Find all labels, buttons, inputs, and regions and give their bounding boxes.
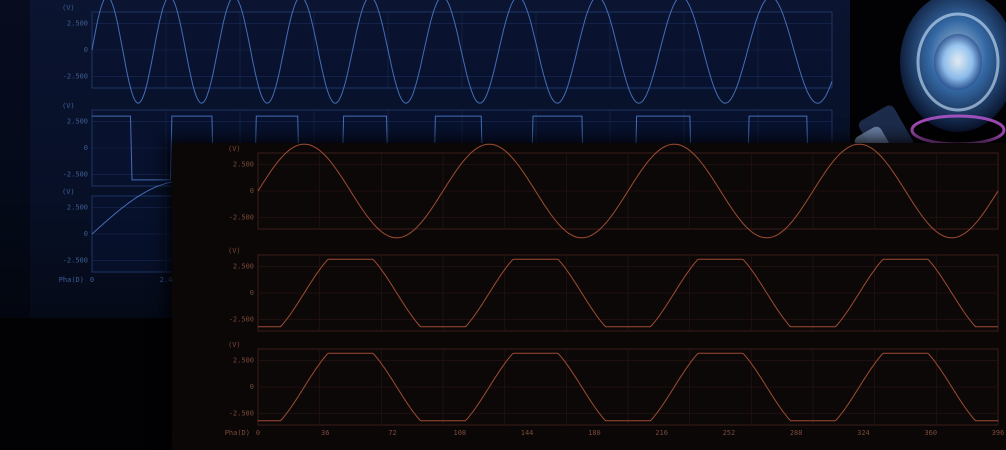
panel-shadow — [0, 0, 30, 318]
y-tick-label: -2.500 — [229, 214, 254, 222]
y-tick-label: -2.500 — [63, 171, 88, 179]
x-tick-label: 288 — [790, 429, 803, 437]
y-tick-label: 2.500 — [233, 262, 254, 270]
y-tick-label: 0 — [250, 383, 254, 391]
waveform-series-1 — [91, 0, 833, 104]
x-tick-label: 72 — [388, 429, 396, 437]
y-tick-label: 0 — [84, 144, 88, 152]
y-tick-label: 0 — [84, 46, 88, 54]
x-axis-label: Pha(D) — [225, 429, 250, 437]
y-unit-label: (V) — [228, 145, 241, 153]
x-axis-label: Pha(D) — [59, 276, 84, 284]
x-tick-label: 180 — [588, 429, 601, 437]
y-tick-label: -2.500 — [63, 257, 88, 265]
y-tick-label: 2.500 — [67, 117, 88, 125]
x-axis: Pha(D) 0 2.4 — [59, 276, 173, 284]
x-tick-label: 36 — [321, 429, 329, 437]
y-tick-label: 2.500 — [233, 356, 254, 364]
x-tick-label: 144 — [521, 429, 534, 437]
x-tick-label: 324 — [857, 429, 870, 437]
waveform-series-3 — [258, 352, 998, 422]
y-tick-label: 2.500 — [233, 160, 254, 168]
waveform-plot-1: 2.500 0 -2.500 (V) — [228, 143, 999, 239]
y-tick-label: -2.500 — [229, 316, 254, 324]
waveform-plot-3: 2.500 0 -2.500 (V) — [228, 341, 999, 426]
y-unit-label: (V) — [62, 102, 75, 110]
x-tick-label: 360 — [924, 429, 937, 437]
foreground-waveform-chart: 2.500 0 -2.500 (V) 2.500 0 -2.500 (V) 2.500 0 -2.5… — [225, 143, 1005, 437]
waveform-series-1 — [257, 143, 999, 239]
x-tick-label: 396 — [992, 429, 1005, 437]
y-tick-label: 2.500 — [67, 203, 88, 211]
waveform-plot-2: 2.500 0 -2.500 (V) — [228, 247, 999, 332]
x-tick-label: 0 — [256, 429, 260, 437]
x-tick-label: 108 — [453, 429, 466, 437]
y-tick-label: -2.500 — [63, 73, 88, 81]
y-unit-label: (V) — [62, 188, 75, 196]
y-unit-label: (V) — [228, 247, 241, 255]
y-tick-label: 0 — [84, 230, 88, 238]
x-axis: Pha(D) 0 36 72 108 144 180 216 252 288 324 360 396 — [225, 429, 1005, 437]
x-tick-label: 0 — [90, 276, 94, 284]
waveform-plot-1: 2.500 0 -2.500 (V) — [62, 0, 833, 104]
y-unit-label: (V) — [62, 4, 75, 12]
y-tick-label: 2.500 — [67, 19, 88, 27]
y-unit-label: (V) — [228, 341, 241, 349]
y-tick-label: 0 — [250, 289, 254, 297]
y-tick-label: -2.500 — [229, 410, 254, 418]
y-tick-label: 0 — [250, 187, 254, 195]
foreground-chart-panel: 2.500 0 -2.500 (V) 2.500 0 -2.500 (V) 2.500 0 -2.5… — [172, 143, 1006, 450]
x-tick-label: 216 — [655, 429, 668, 437]
x-tick-label: 2.4 — [160, 276, 173, 284]
waveform-series-2 — [258, 258, 998, 328]
x-tick-label: 252 — [723, 429, 736, 437]
